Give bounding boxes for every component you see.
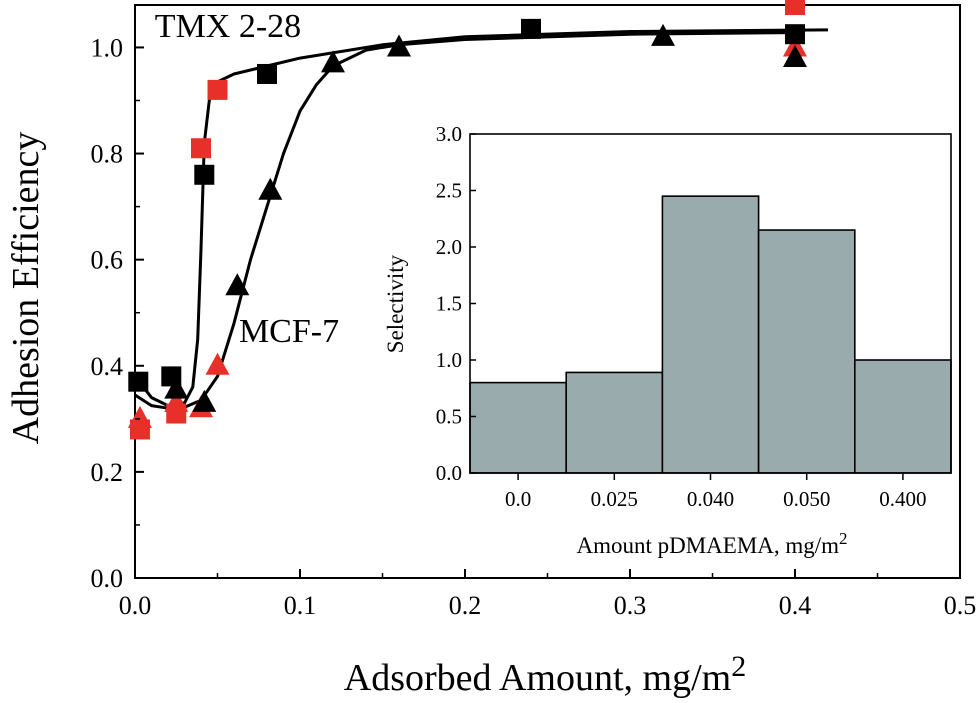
inset-ticks: 0.0 0.5 1.0 1.5 2.0 2.5 3.0 0.0 0.025 0.040 0.050 0… bbox=[436, 122, 927, 511]
series-1-point-1 bbox=[164, 389, 189, 412]
main-y-tick-label-4: 0.8 bbox=[91, 140, 124, 169]
inset-y-tick-label-6: 3.0 bbox=[436, 122, 462, 146]
inset-y-tick-label-5: 2.5 bbox=[436, 179, 462, 203]
main-plot: 0.0 0.1 0.2 0.3 0.4 0.5 0.0 0.2 0.4 0.6 0.8 1.0 TMX… bbox=[5, 0, 976, 699]
main-y-tick-label-2: 0.4 bbox=[91, 352, 124, 381]
series-2-point-3 bbox=[257, 63, 277, 84]
series-3-point-6 bbox=[651, 23, 675, 46]
inset-plot: 0.0 0.5 1.0 1.5 2.0 2.5 3.0 0.0 0.025 0.040 0.050 0… bbox=[383, 122, 952, 558]
series-2-point-2 bbox=[194, 164, 215, 185]
inset-y-axis-title: Selectivity bbox=[383, 254, 408, 353]
main-data-points bbox=[127, 0, 807, 440]
inset-bar-3 bbox=[757, 229, 856, 474]
main-ticks: 0.0 0.1 0.2 0.3 0.4 0.5 0.0 0.2 0.4 0.6 0.8 1.0 bbox=[91, 33, 977, 620]
main-y-tick-label-3: 0.6 bbox=[91, 246, 124, 275]
series-3-point-5 bbox=[387, 34, 411, 57]
series-3-point-3 bbox=[258, 177, 283, 200]
main-y-axis-title: Adhesion Efficiency bbox=[5, 132, 47, 445]
inset-bar-0 bbox=[469, 381, 567, 474]
inset-bar-2 bbox=[661, 195, 760, 474]
series-2-point-0 bbox=[128, 371, 149, 392]
main-x-tick-label-4: 0.4 bbox=[779, 591, 812, 620]
main-annotations: TMX 2-28 MCF-7 bbox=[155, 8, 339, 350]
inset-x-tick-label-2: 0.040 bbox=[687, 487, 734, 511]
main-x-tick-label-0: 0.0 bbox=[119, 591, 152, 620]
inset-y-tick-label-4: 2.0 bbox=[436, 235, 462, 259]
inset-y-tick-label-3: 1.5 bbox=[436, 292, 462, 316]
series-2-point-4 bbox=[521, 18, 541, 39]
series-3-point-1 bbox=[192, 389, 217, 412]
inset-y-tick-label-2: 1.0 bbox=[436, 348, 462, 372]
inset-x-tick-label-4: 0.400 bbox=[879, 487, 926, 511]
inset-x-tick-label-0: 0.0 bbox=[505, 487, 531, 511]
series-3-point-7 bbox=[783, 45, 807, 68]
annotation-tmx: TMX 2-28 bbox=[155, 8, 301, 45]
inset-y-tick-label-0: 0.0 bbox=[436, 461, 462, 485]
series-0-point-3 bbox=[207, 79, 228, 100]
series-1-point-3 bbox=[205, 352, 230, 375]
main-x-axis-title: Adsorbed Amount, mg/m2 bbox=[344, 650, 746, 699]
inset-x-axis-title: Amount pDMAEMA, mg/m2 bbox=[576, 529, 847, 558]
series-1-point-0 bbox=[127, 405, 152, 428]
series-3-point-4 bbox=[321, 50, 345, 73]
series-0-point-4 bbox=[785, 0, 805, 15]
series-3-point-0 bbox=[164, 376, 189, 399]
series-2-point-5 bbox=[785, 24, 805, 45]
main-y-tick-label-5: 1.0 bbox=[91, 33, 124, 62]
inset-bar-4 bbox=[853, 359, 952, 474]
inset-bars bbox=[469, 195, 952, 474]
inset-bar-1 bbox=[565, 371, 664, 474]
main-y-tick-label-0: 0.0 bbox=[91, 564, 124, 593]
series-0-point-2 bbox=[191, 138, 211, 159]
inset-x-tick-label-3: 0.050 bbox=[783, 487, 830, 511]
inset-y-tick-label-1: 0.5 bbox=[436, 405, 462, 429]
main-x-tick-label-1: 0.1 bbox=[284, 591, 317, 620]
series-3-point-2 bbox=[225, 273, 250, 296]
inset-x-tick-label-1: 0.025 bbox=[591, 487, 638, 511]
main-x-tick-label-2: 0.2 bbox=[449, 591, 482, 620]
main-x-tick-label-5: 0.5 bbox=[944, 591, 977, 620]
main-x-tick-label-3: 0.3 bbox=[614, 591, 647, 620]
main-y-tick-label-1: 0.2 bbox=[91, 458, 124, 487]
annotation-mcf7: MCF-7 bbox=[239, 313, 339, 350]
